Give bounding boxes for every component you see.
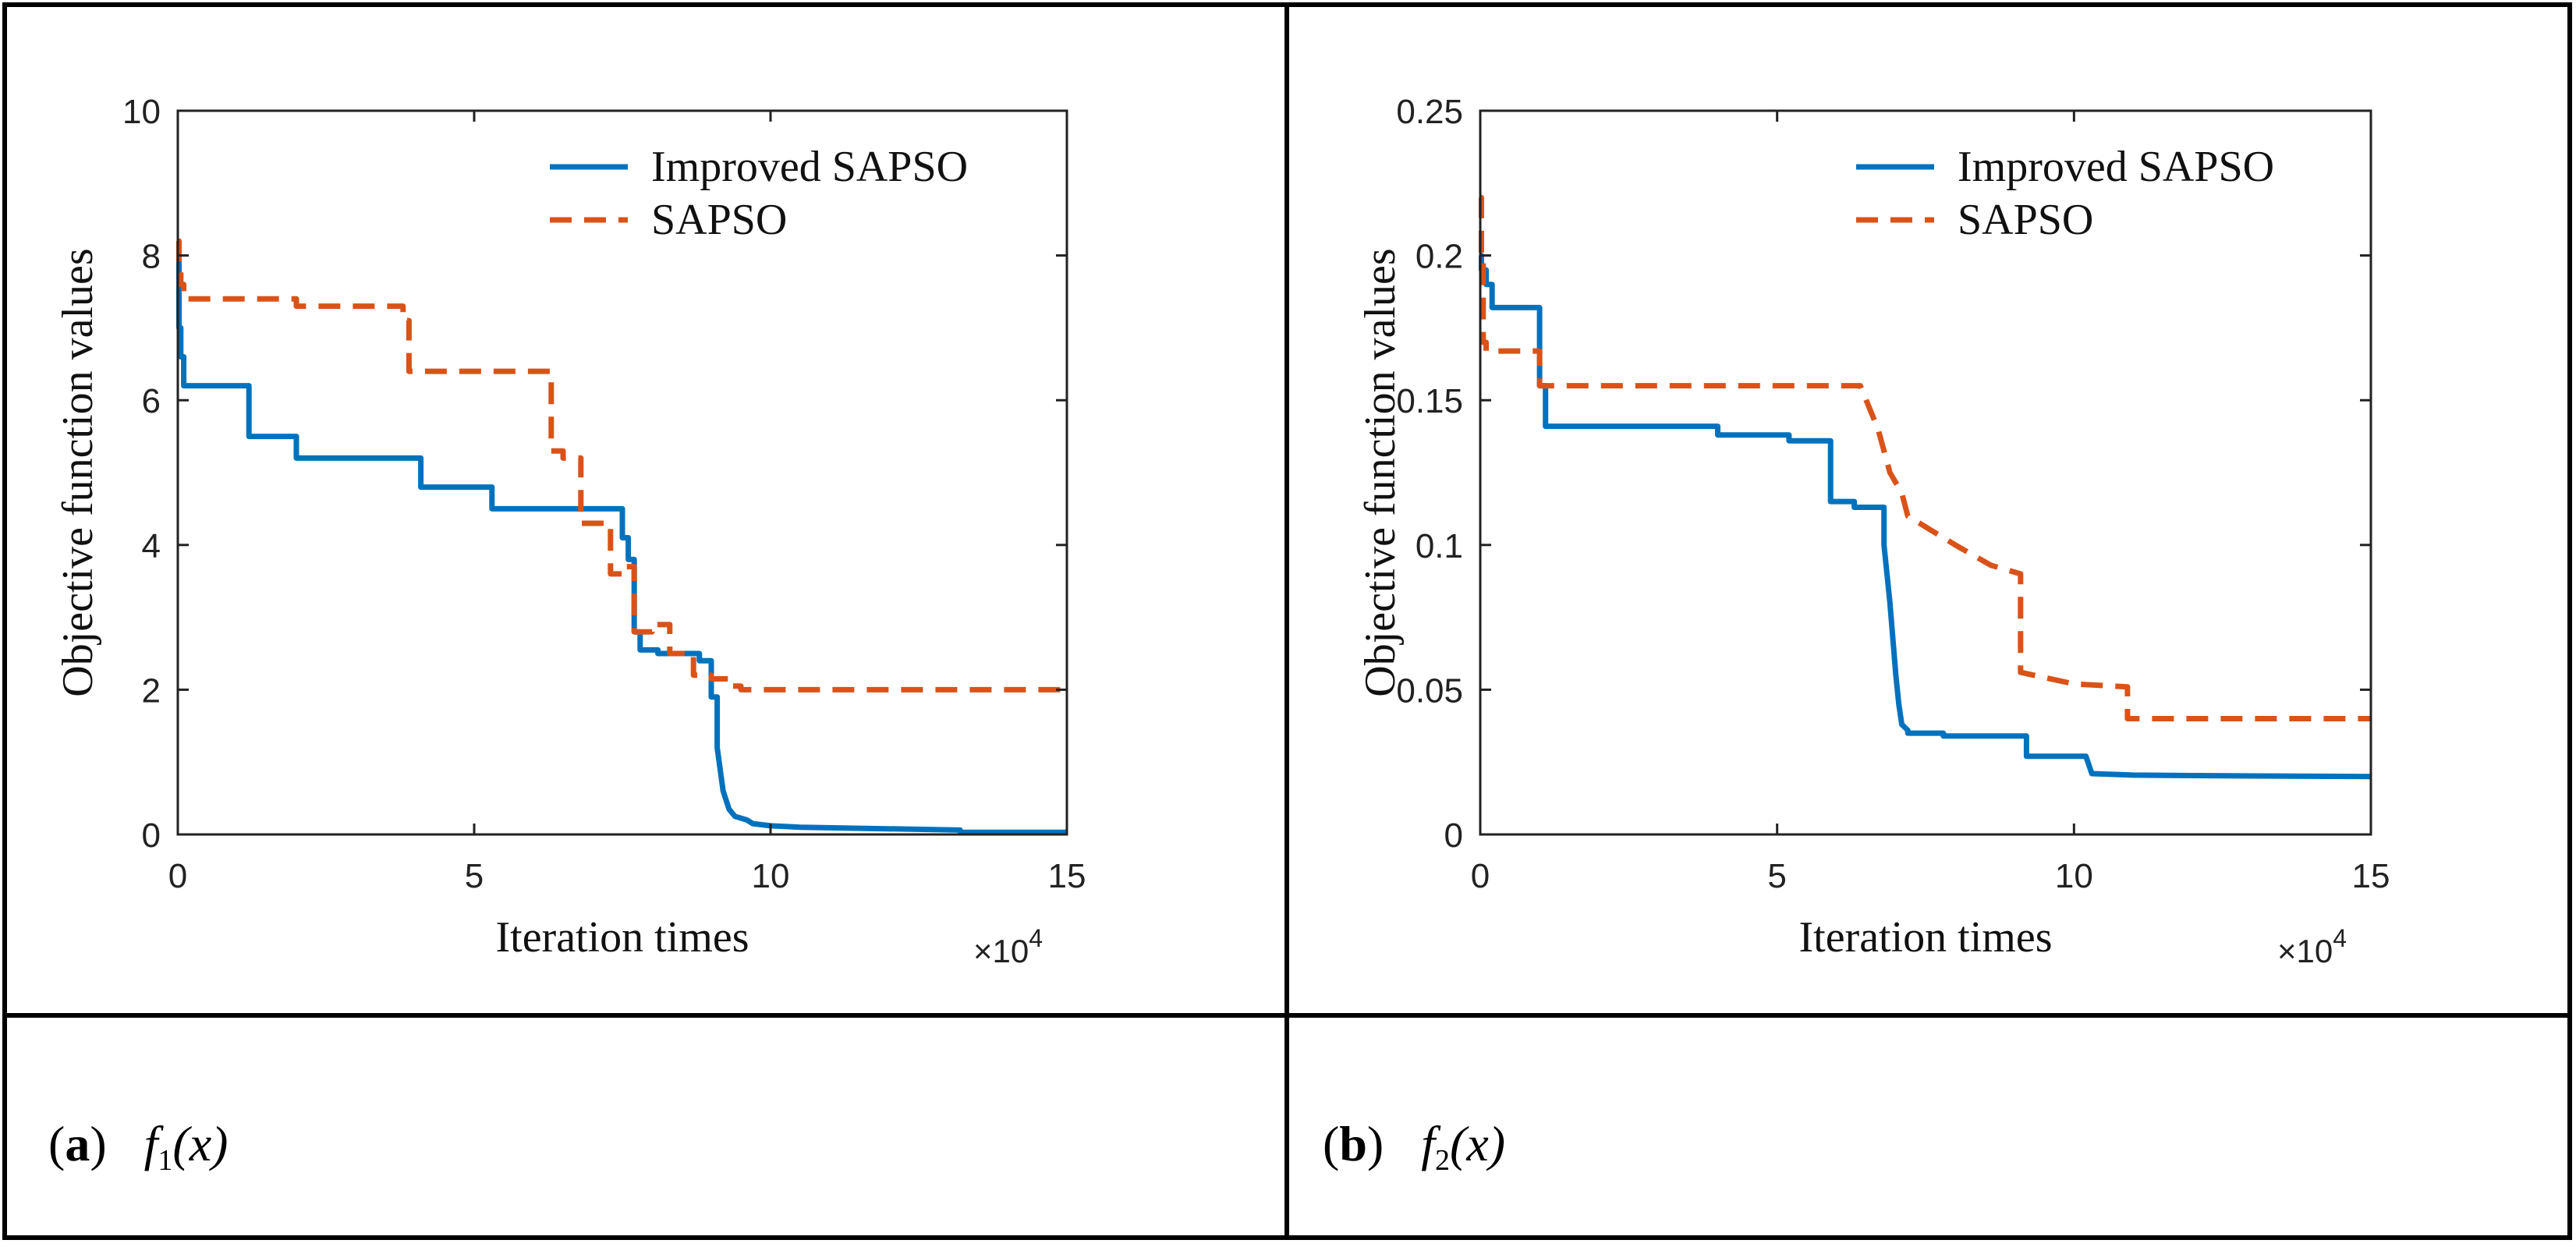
panel-a-axes-box: [176, 109, 1068, 836]
panel-b-series-line-improved-sapso: [1479, 253, 2372, 780]
panel-a-x-multiplier: ×104: [973, 924, 1043, 969]
panel-b-y-tick-label: 0.05: [1396, 671, 1463, 710]
panel-b-x-tick-label: 15: [2352, 857, 2390, 895]
panel-a-y-tick-label: 0: [142, 817, 161, 855]
caption-a-func-arg: (x): [172, 1116, 229, 1171]
panel-a-series-line-improved-sapso: [176, 253, 1067, 835]
panel-a-x-tick-label: 15: [1048, 857, 1086, 895]
panel-a-x-tick-label: 5: [465, 857, 484, 895]
panel-b-x-tick-label: 5: [1767, 857, 1786, 895]
panel-b-series-line-sapso: [1479, 194, 2371, 721]
caption-b-func-index: 2: [1435, 1144, 1450, 1177]
panel-b-x-axis-label: Iteration times: [1798, 913, 2052, 962]
panel-a-x-tick-label: 10: [752, 857, 790, 895]
caption-b: (b) f2(x): [1323, 1116, 1506, 1177]
panel-b-x-tick-label: 0: [1471, 857, 1490, 895]
caption-a-func-index: 1: [158, 1144, 173, 1177]
panel-b-y-tick-label: 0.2: [1416, 238, 1463, 276]
panel-b-x-tick-label: 10: [2055, 857, 2093, 895]
caption-b-func-arg: (x): [1450, 1116, 1506, 1171]
chart-panel-b: 0 5 10 15 0 0.05 0.1 0.15 0.2 0.25 Iteration times…: [1356, 93, 2390, 969]
panel-a-series-line-sapso: [176, 238, 1067, 693]
panel-a-y-tick-label: 10: [122, 93, 161, 131]
panel-b-legend-label-sapso: SAPSO: [1958, 196, 2093, 244]
panel-b-legend-label-improved-sapso: Improved SAPSO: [1958, 143, 2274, 191]
panel-b-axes-box: [1479, 109, 2372, 836]
caption-a: (a) f1(x): [48, 1116, 229, 1177]
panel-a-y-tick-label: 2: [142, 671, 161, 710]
caption-b-label: b: [1339, 1116, 1367, 1171]
panel-a-legend-label-sapso: SAPSO: [651, 196, 787, 244]
panel-a-x-tick-label: 0: [168, 857, 187, 895]
panel-b-y-axis-label: Objective function values: [1356, 248, 1405, 696]
panel-a-y-tick-label: 6: [142, 382, 161, 420]
panel-a-y-tick-label: 4: [142, 527, 161, 565]
panel-a-legend-label-improved-sapso: Improved SAPSO: [651, 143, 968, 191]
panel-b-y-tick-label: 0: [1444, 817, 1463, 855]
panel-a-y-axis-label: Objective function values: [54, 248, 102, 696]
caption-a-label: a: [65, 1116, 90, 1171]
panel-a-y-tick-label: 8: [142, 238, 161, 276]
panel-b-y-tick-label: 0.25: [1396, 93, 1463, 131]
panel-b-x-multiplier: ×104: [2277, 924, 2347, 969]
panel-b-y-tick-label: 0.15: [1396, 382, 1463, 420]
panel-b-y-tick-label: 0.1: [1416, 527, 1463, 565]
caption-a-func-name: f: [144, 1116, 158, 1171]
panel-a-x-axis-label: Iteration times: [495, 913, 749, 962]
caption-b-func-name: f: [1421, 1116, 1435, 1171]
